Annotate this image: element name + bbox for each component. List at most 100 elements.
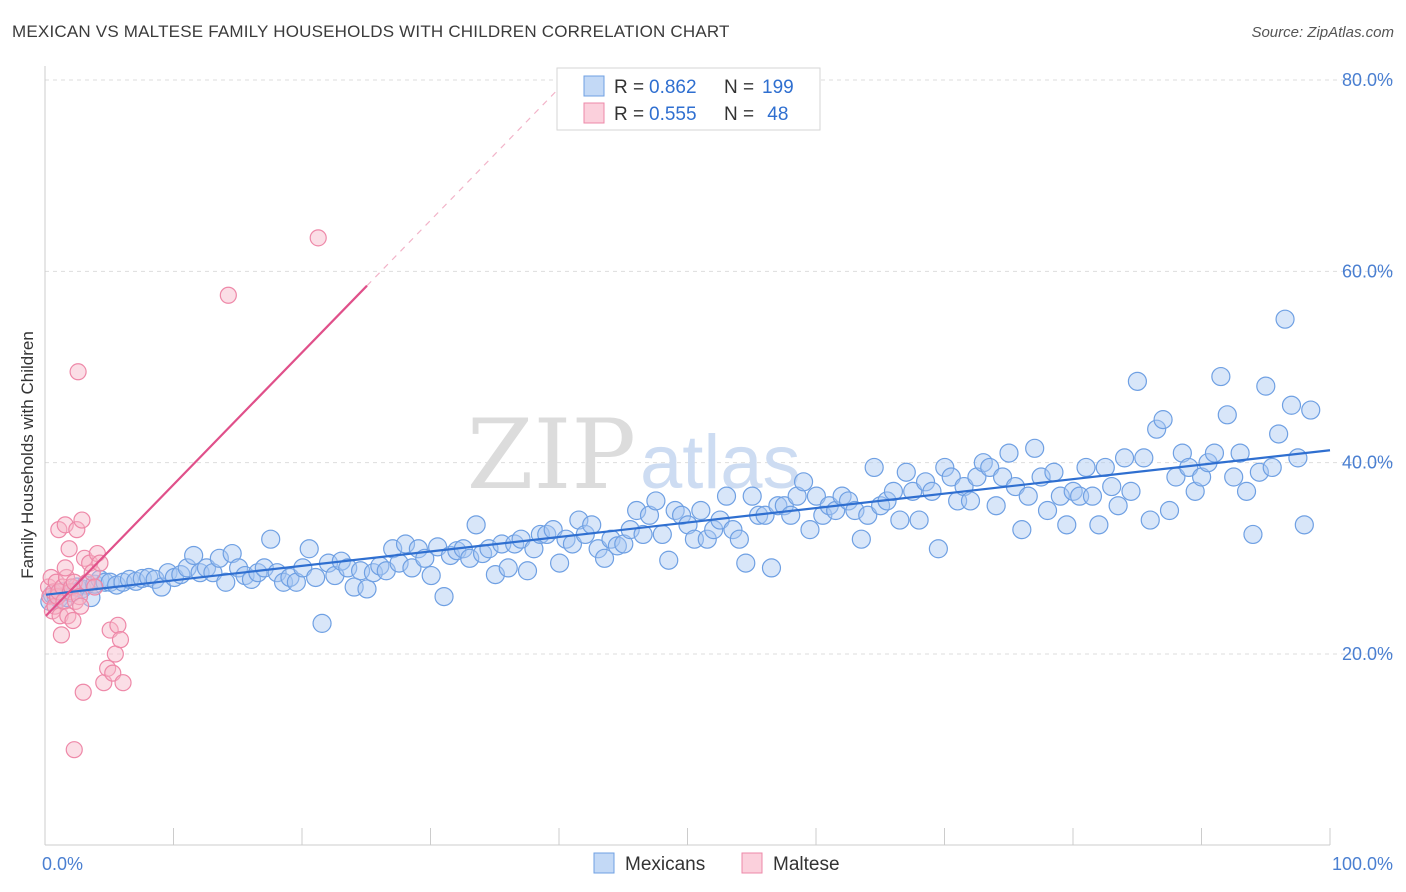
point-mexicans <box>184 545 204 566</box>
point-maltese <box>99 659 117 677</box>
y-tick-label: 20.0% <box>1342 644 1393 664</box>
point-mexicans <box>787 486 807 506</box>
point-mexicans <box>1249 462 1269 482</box>
point-mexicans <box>1082 486 1103 506</box>
point-mexicans <box>594 548 615 568</box>
point-mexicans <box>922 481 942 501</box>
bottom-legend-label-maltese: Maltese <box>773 854 840 875</box>
point-mexicans <box>216 572 236 592</box>
point-mexicans <box>1018 486 1038 506</box>
point-mexicans <box>299 539 319 559</box>
point-maltese <box>86 578 104 596</box>
point-mexicans <box>1044 462 1064 482</box>
point-mexicans <box>851 529 871 549</box>
point-mexicans <box>986 496 1006 516</box>
point-maltese <box>52 626 71 644</box>
bottom-legend-label-mexicans: Mexicans <box>625 854 705 875</box>
point-maltese <box>73 511 91 529</box>
point-maltese <box>75 549 94 567</box>
point-mexicans <box>1262 457 1282 478</box>
point-mexicans <box>652 524 672 545</box>
point-maltese <box>56 559 74 577</box>
y-tick-label: 40.0% <box>1342 453 1393 473</box>
point-mexicans <box>383 539 403 559</box>
point-mexicans <box>1288 448 1308 468</box>
legend-n-label-1: N = <box>724 77 754 98</box>
point-mexicans <box>864 457 884 478</box>
point-mexicans <box>286 572 306 592</box>
point-mexicans <box>999 443 1019 463</box>
chart-title: MEXICAN VS MALTESE FAMILY HOUSEHOLDS WIT… <box>12 22 730 41</box>
point-mexicans <box>909 510 929 530</box>
correlation-legend: R = 0.862 N = 199 R = 0.555 N = 48 <box>556 67 821 131</box>
point-mexicans <box>1012 520 1032 540</box>
point-mexicans <box>858 505 878 525</box>
point-mexicans <box>736 553 756 573</box>
point-mexicans <box>209 548 229 568</box>
point-mexicans <box>466 515 486 535</box>
point-mexicans <box>915 472 936 492</box>
point-mexicans <box>517 561 538 581</box>
point-mexicans <box>845 500 865 521</box>
point-mexicans <box>1294 515 1314 535</box>
point-mexicans <box>402 558 422 578</box>
point-mexicans <box>742 486 762 506</box>
point-mexicans <box>659 550 679 570</box>
point-mexicans <box>1301 400 1321 420</box>
point-mexicans <box>1153 410 1173 430</box>
point-mexicans <box>627 500 647 521</box>
point-mexicans <box>1102 476 1122 497</box>
legend-n-value-2: 48 <box>762 104 788 125</box>
point-maltese <box>91 554 109 572</box>
watermark: ZIP atlas <box>467 399 801 511</box>
source-label: Source: ZipAtlas.com <box>1251 24 1394 41</box>
point-mexicans <box>1037 500 1058 521</box>
point-mexicans <box>306 567 326 588</box>
point-mexicans <box>1050 486 1070 506</box>
point-mexicans <box>498 558 518 578</box>
x-tick-label: 100.0% <box>1332 854 1393 874</box>
legend-n-label-2: N = <box>724 104 754 125</box>
bottom-legend-swatch-maltese <box>741 852 763 874</box>
point-mexicans <box>357 579 377 599</box>
point-mexicans <box>646 491 666 511</box>
point-mexicans <box>1204 443 1225 463</box>
point-mexicans <box>1185 481 1205 501</box>
point-mexicans <box>614 534 634 554</box>
point-maltese <box>114 674 132 692</box>
point-mexicans <box>1211 366 1231 387</box>
y-tick-label: 80.0% <box>1342 70 1393 90</box>
point-mexicans <box>1057 515 1077 535</box>
point-mexicans <box>960 491 981 511</box>
point-mexicans <box>1140 510 1160 530</box>
point-mexicans <box>588 539 608 559</box>
point-mexicans <box>1230 443 1250 463</box>
point-mexicans <box>1025 438 1045 458</box>
point-mexicans <box>781 505 801 525</box>
watermark-atlas: atlas <box>640 420 801 505</box>
point-mexicans <box>177 558 197 578</box>
point-mexicans <box>569 510 589 530</box>
point-mexicans <box>1281 395 1302 415</box>
point-mexicans <box>716 486 737 506</box>
point-mexicans <box>806 486 827 506</box>
legend-swatch-maltese <box>583 102 605 124</box>
point-mexicans <box>460 548 480 568</box>
point-mexicans <box>1147 419 1167 439</box>
point-mexicans <box>633 524 653 545</box>
trend-lines <box>45 87 1331 617</box>
trend-line-maltese-extension <box>366 87 561 287</box>
point-mexicans <box>928 539 948 559</box>
point-mexicans <box>1089 515 1109 535</box>
point-maltese <box>60 540 78 558</box>
series-maltese <box>39 229 327 759</box>
point-mexicans <box>1191 467 1212 487</box>
point-mexicans <box>890 510 910 530</box>
point-mexicans <box>434 586 454 607</box>
point-mexicans <box>1127 371 1148 391</box>
point-mexicans <box>1256 376 1276 396</box>
series-legend: Mexicans Maltese <box>593 852 840 875</box>
point-mexicans <box>1172 443 1192 463</box>
point-mexicans <box>1114 448 1135 468</box>
point-maltese <box>219 286 237 304</box>
